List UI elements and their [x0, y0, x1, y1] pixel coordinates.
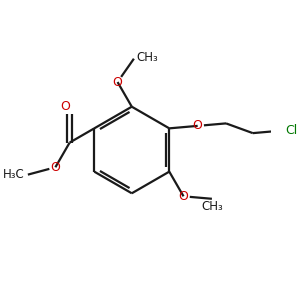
Text: O: O	[50, 161, 60, 174]
Text: O: O	[193, 119, 202, 132]
Text: CH₃: CH₃	[136, 51, 158, 64]
Text: Cl: Cl	[286, 124, 298, 137]
Text: CH₃: CH₃	[201, 200, 223, 213]
Text: O: O	[178, 190, 188, 203]
Text: O: O	[112, 76, 122, 88]
Text: O: O	[60, 100, 70, 113]
Text: H₃C: H₃C	[3, 168, 25, 181]
